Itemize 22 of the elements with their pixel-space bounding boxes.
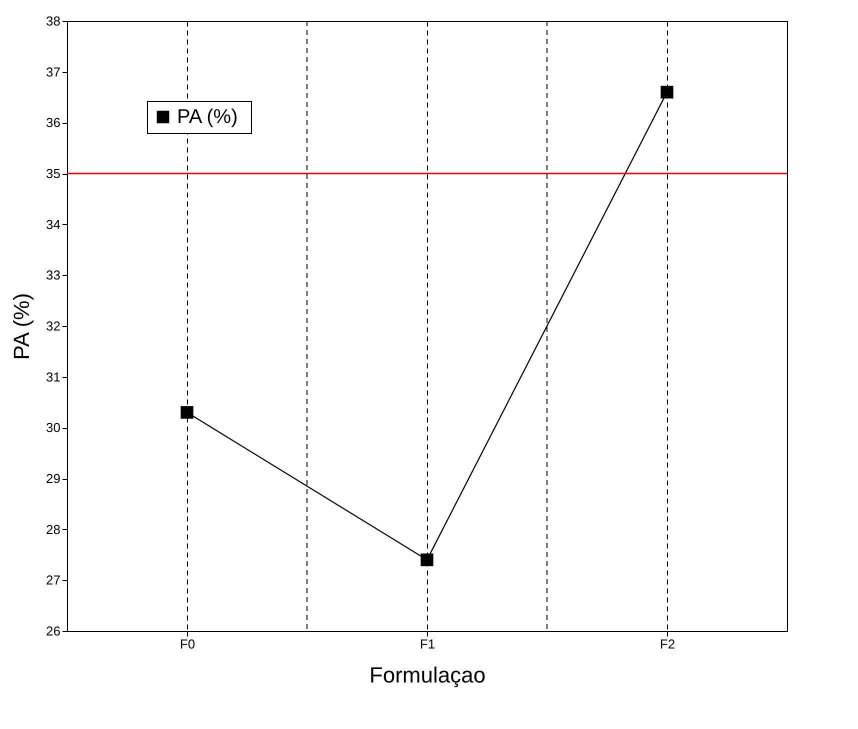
x-tick-label: F2: [660, 636, 676, 652]
y-axis-title: PA (%): [9, 293, 34, 360]
y-tick-label: 30: [46, 420, 60, 436]
legend-label: PA (%): [177, 106, 238, 128]
y-tick-label: 37: [46, 64, 60, 80]
x-tick-label: F0: [180, 636, 196, 652]
y-tick-label: 36: [46, 115, 60, 130]
point: [660, 86, 674, 98]
point: [420, 554, 434, 566]
x-tick-label: F1: [420, 636, 436, 652]
y-tick-label: 35: [46, 166, 60, 181]
y-tick-label: 28: [46, 522, 60, 537]
y-tick-label: 31: [46, 369, 60, 384]
y-tick-label: 32: [46, 318, 60, 334]
y-tick-label: 34: [46, 216, 60, 232]
y-tick-label: 29: [46, 471, 60, 486]
point: [180, 406, 194, 419]
y-tick-label: 26: [46, 624, 60, 638]
x-axis-title: Formulaçao: [369, 662, 486, 688]
y-tick-label: 33: [46, 268, 60, 283]
y-tick-label: 38: [46, 14, 60, 28]
y-tick-label: 27: [46, 572, 60, 588]
